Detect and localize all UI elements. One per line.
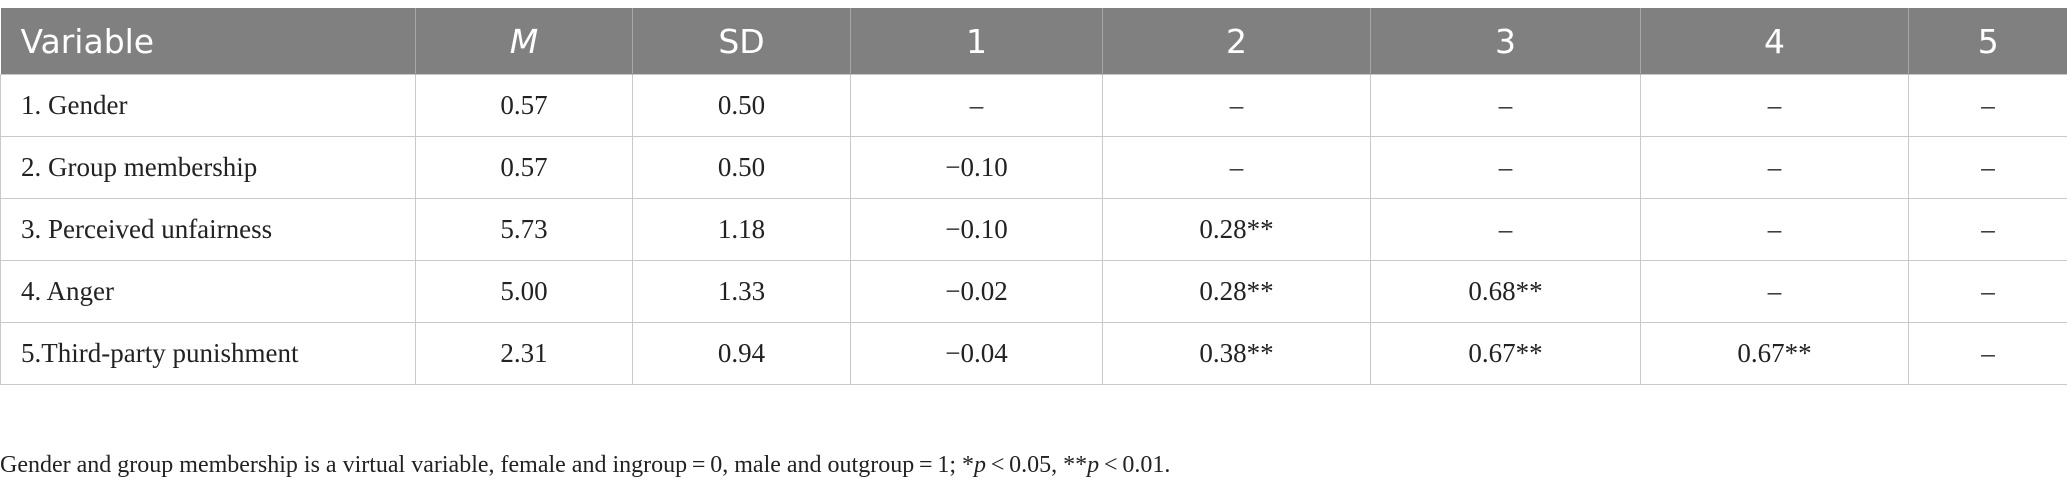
table-cell: – (1370, 136, 1641, 199)
table-row: 5.Third-party punishment 2.31 0.94 −0.04… (0, 322, 2067, 385)
table-cell: – (1908, 136, 2067, 199)
table-cell: 0.28** (1102, 198, 1371, 261)
table-cell: – (1908, 260, 2067, 323)
table-cell: 0.50 (632, 74, 851, 137)
header-variable: Variable (0, 8, 416, 75)
header-mean: M (415, 8, 633, 75)
table-cell: – (1370, 198, 1641, 261)
header-row: Variable M SD 1 2 3 4 5 (0, 8, 2067, 75)
table-cell: −0.10 (850, 136, 1103, 199)
table-cell: 4. Anger (0, 260, 416, 323)
table-cell: 5.Third-party punishment (0, 322, 416, 385)
table-cell: 3. Perceived unfairness (0, 198, 416, 261)
header-col-4: 4 (1640, 8, 1909, 75)
header-col-3: 3 (1370, 8, 1641, 75)
table-cell: – (1640, 260, 1909, 323)
table-cell: – (1102, 136, 1371, 199)
footnote-p-symbol: p (974, 452, 987, 478)
table-cell: 0.57 (415, 74, 633, 137)
table-cell: – (1908, 74, 2067, 137)
table-row: 1. Gender 0.57 0.50 – – – – – (0, 74, 2067, 137)
footnote-text: Gender and group membership is a virtual… (0, 452, 975, 478)
table-row: 4. Anger 5.00 1.33 −0.02 0.28** 0.68** –… (0, 260, 2067, 323)
table-cell: −0.10 (850, 198, 1103, 261)
table-cell: 0.68** (1370, 260, 1641, 323)
table-cell: 0.28** (1102, 260, 1371, 323)
header-col-1: 1 (850, 8, 1103, 75)
table-cell: 0.57 (415, 136, 633, 199)
table-cell: 0.67** (1640, 322, 1909, 385)
table-cell: 2. Group membership (0, 136, 416, 199)
table-cell: 0.50 (632, 136, 851, 199)
table-row: 2. Group membership 0.57 0.50 −0.10 – – … (0, 136, 2067, 199)
header-col-2: 2 (1102, 8, 1371, 75)
header-col-5: 5 (1908, 8, 2067, 75)
table-cell: 5.73 (415, 198, 633, 261)
table-cell: – (1908, 198, 2067, 261)
table-row: 3. Perceived unfairness 5.73 1.18 −0.10 … (0, 198, 2067, 261)
table-cell: 0.67** (1370, 322, 1641, 385)
footnote-p-symbol: p (1087, 452, 1100, 478)
table-cell: – (850, 74, 1103, 137)
table-cell: – (1640, 74, 1909, 137)
table-footnote: Gender and group membership is a virtual… (0, 452, 1170, 479)
table-cell: 5.00 (415, 260, 633, 323)
table-cell: – (1640, 198, 1909, 261)
table-cell: 0.94 (632, 322, 851, 385)
table-cell: – (1370, 74, 1641, 137)
table-cell: −0.02 (850, 260, 1103, 323)
correlation-table: Variable M SD 1 2 3 4 5 1. Gender 0.57 0… (0, 8, 2067, 385)
header-sd: SD (632, 8, 851, 75)
table-cell: 1.33 (632, 260, 851, 323)
table-cell: – (1640, 136, 1909, 199)
table-cell: – (1102, 74, 1371, 137)
table-cell: 0.38** (1102, 322, 1371, 385)
table-cell: −0.04 (850, 322, 1103, 385)
table-cell: 2.31 (415, 322, 633, 385)
table-cell: 1.18 (632, 198, 851, 261)
table-cell: 1. Gender (0, 74, 416, 137)
footnote-threshold-2: < 0.01. (1099, 452, 1171, 478)
footnote-threshold-1: < 0.05, ** (986, 452, 1088, 478)
table-cell: – (1908, 322, 2067, 385)
